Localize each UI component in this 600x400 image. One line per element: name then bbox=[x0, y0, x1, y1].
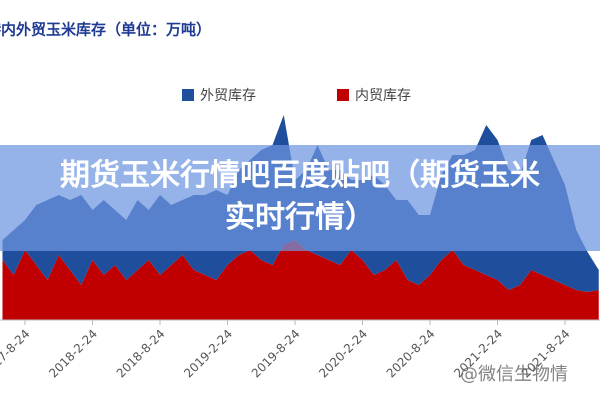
x-tick-label: 2019-8-24 bbox=[249, 327, 303, 381]
banner-text: 期货玉米行情吧百度贴吧（期货玉米实时行情） bbox=[60, 158, 540, 235]
chart-title: 港内外贸玉米库存（单位：万吨） bbox=[0, 21, 211, 39]
banner: 期货玉米行情吧百度贴吧（期货玉米实时行情） bbox=[0, 145, 600, 251]
x-tick-label: 2018-2-24 bbox=[46, 327, 100, 381]
legend-swatch bbox=[182, 89, 194, 101]
area bbox=[2, 240, 599, 320]
x-tick-label: 2020-8-24 bbox=[384, 327, 438, 381]
legend-label: 外贸库存 bbox=[200, 88, 256, 104]
legend-swatch bbox=[337, 89, 349, 101]
x-tick-label: 2019-2-24 bbox=[181, 327, 235, 381]
x-tick-label: 2018-8-24 bbox=[114, 327, 168, 381]
legend-label: 内贸库存 bbox=[355, 88, 411, 104]
watermark: @微信生物情 bbox=[460, 364, 568, 385]
x-tick-label: 2020-2-24 bbox=[316, 327, 370, 381]
x-tick-label: 2017-8-24 bbox=[0, 327, 33, 381]
